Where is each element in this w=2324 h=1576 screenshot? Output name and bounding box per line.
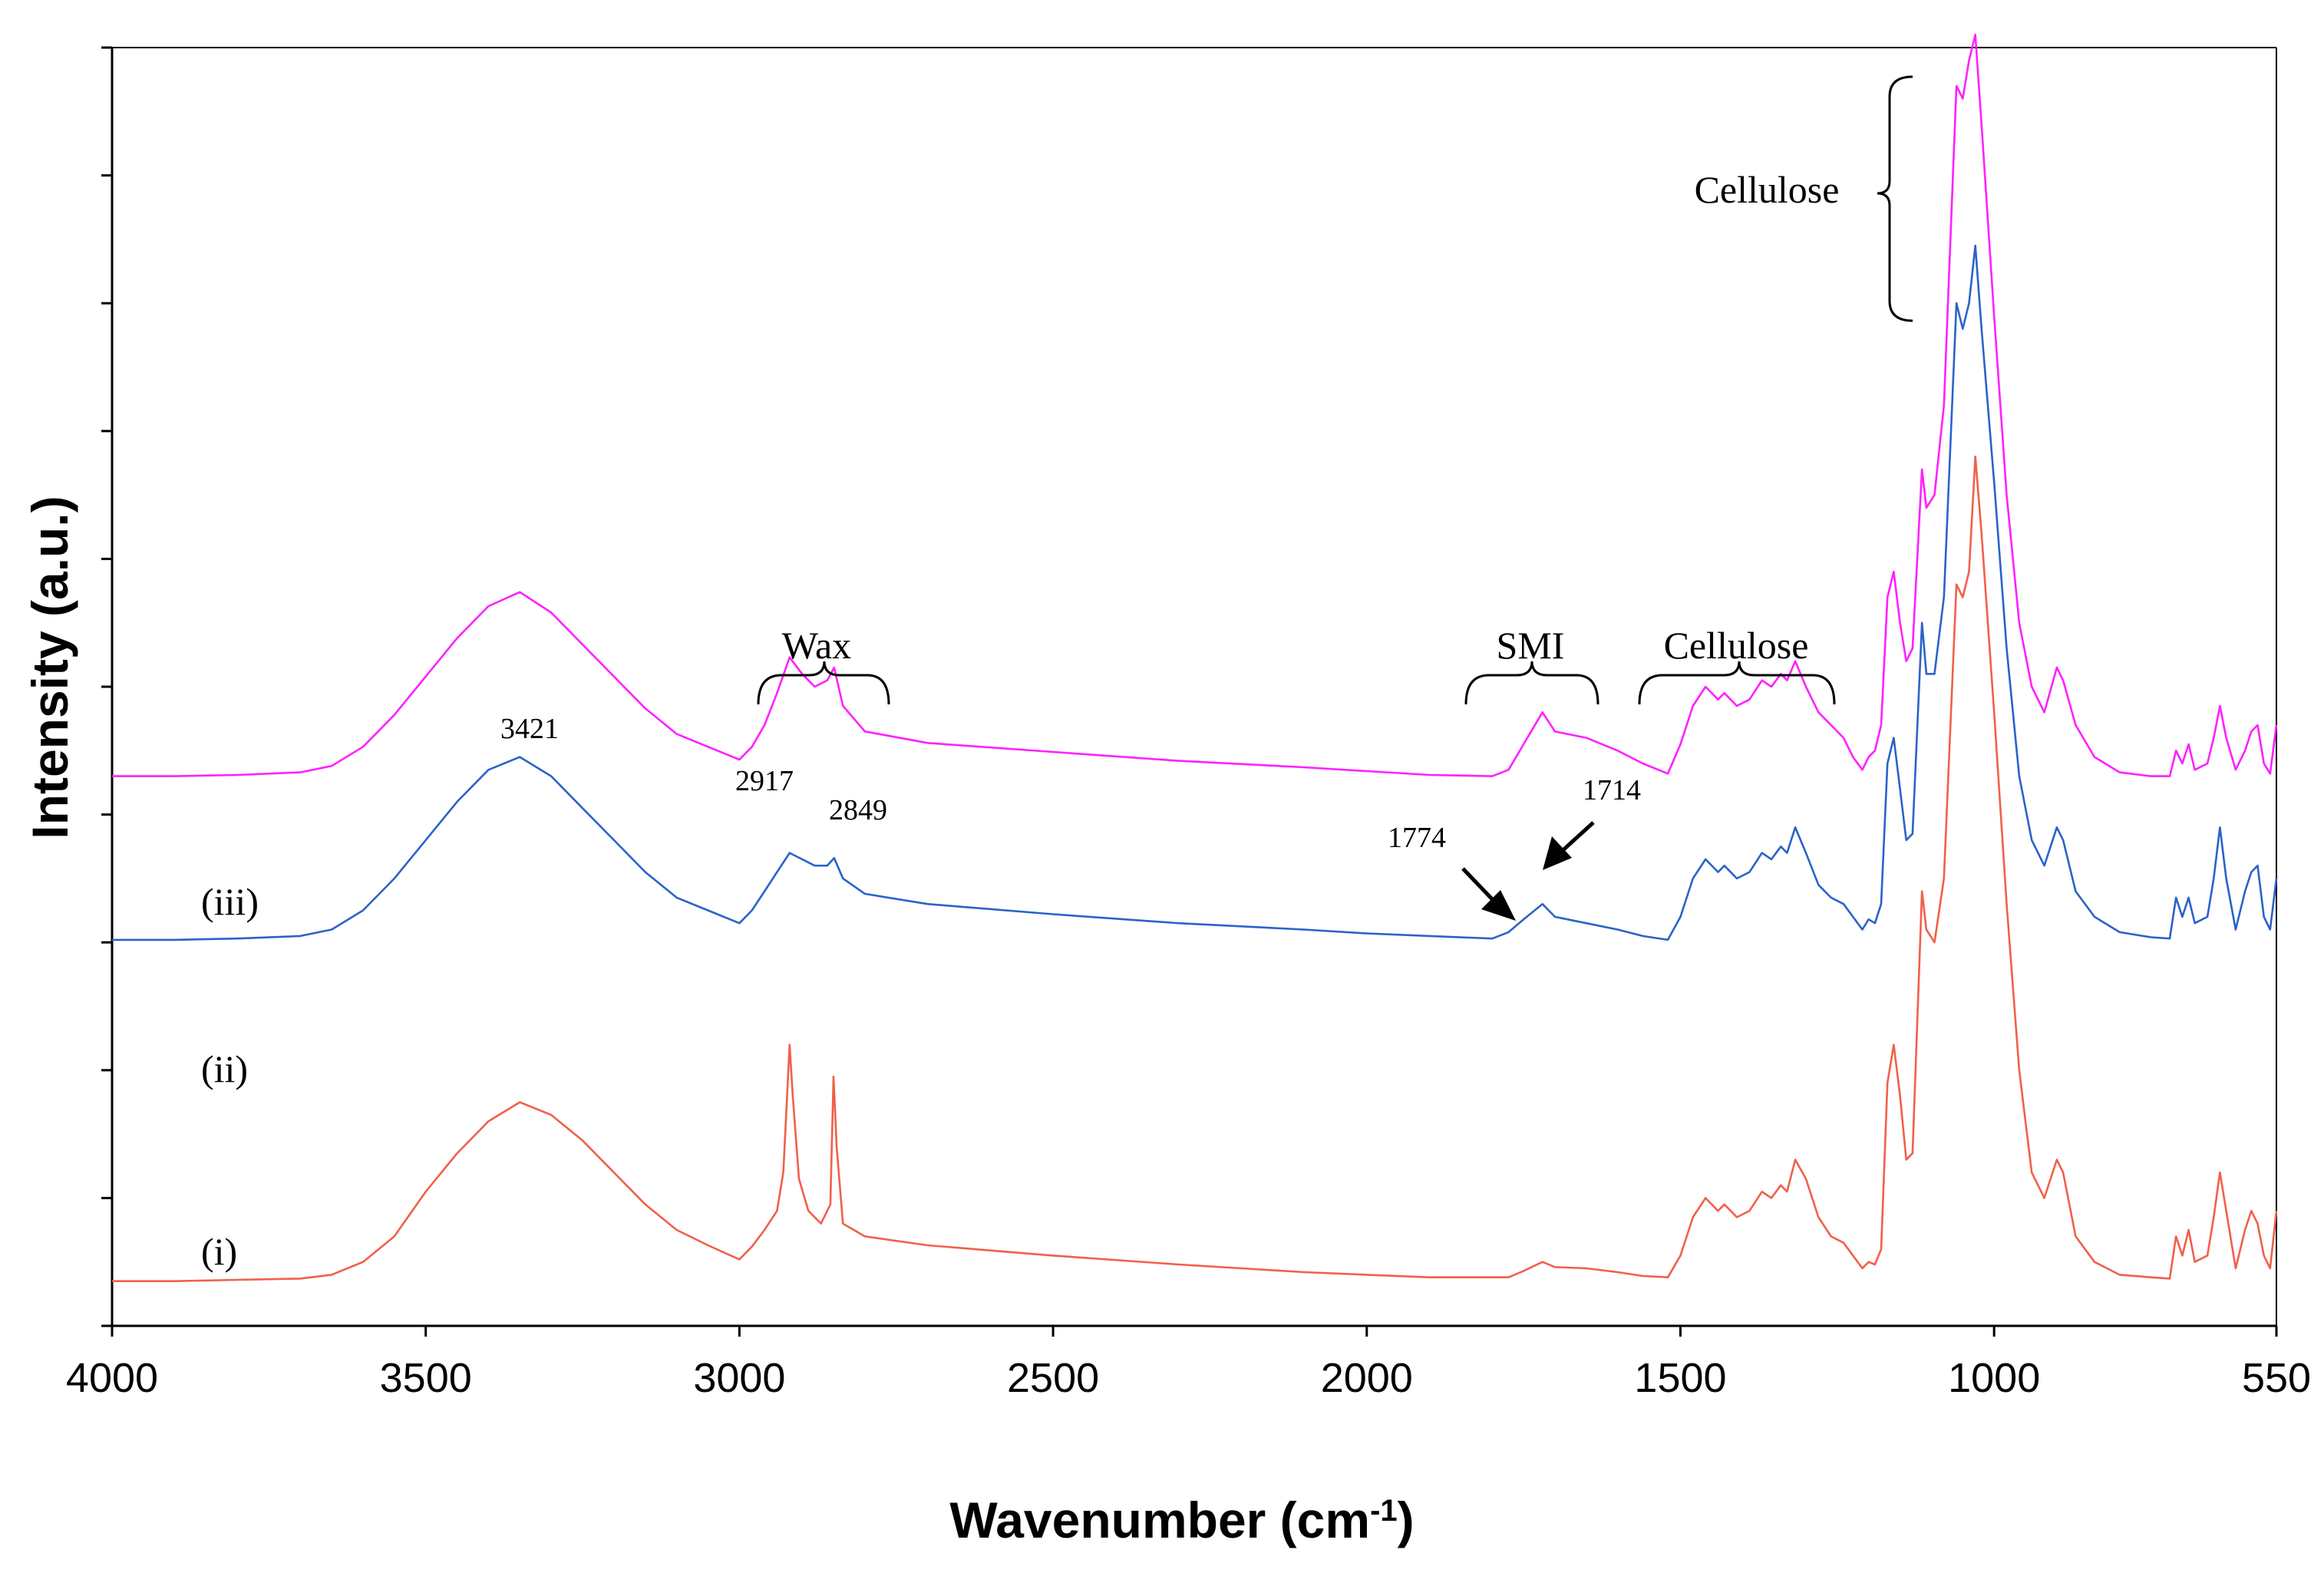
bracket-wax: [757, 661, 890, 705]
arrow-1774: [1461, 867, 1516, 921]
bracket-cellulose-mid: [1638, 661, 1836, 705]
x-tick-label: 2500: [1007, 1355, 1099, 1401]
x-tick-label: 550: [2242, 1355, 2311, 1401]
series-label-i: (i): [201, 1230, 237, 1273]
x-tick-label: 3000: [693, 1355, 785, 1401]
x-tick-label: 4000: [66, 1355, 158, 1401]
series-label-iii: (iii): [201, 880, 259, 923]
bracket-label-smi: SMI: [1497, 624, 1565, 667]
y-axis-ticks: [101, 46, 112, 1327]
bracket-label-cellulose-mid: Cellulose: [1664, 624, 1809, 667]
series-line-iii: [112, 34, 2278, 777]
bracket-smi: [1464, 661, 1599, 705]
x-axis-title: Wavenumber (cm-1): [949, 1492, 1414, 1548]
x-tick-label: 3500: [380, 1355, 472, 1401]
peak-label-1714: 1714: [1583, 774, 1641, 806]
series-line-i: [112, 455, 2278, 1282]
x-tick-label: 1500: [1634, 1355, 1726, 1401]
peak-label-2917: 2917: [735, 765, 794, 797]
x-axis-ticks: 4000 3500 3000 2500 2000 1500 1000 550: [66, 1326, 2311, 1401]
peak-label-2849: 2849: [829, 794, 887, 826]
bracket-label-cellulose-top: Cellulose: [1695, 168, 1840, 211]
y-axis-title: Intensity (a.u.): [21, 496, 78, 839]
bracket-cellulose-top: [1877, 75, 1913, 322]
x-tick-label: 1000: [1948, 1355, 2040, 1401]
arrow-1714: [1543, 821, 1595, 870]
peak-label-1774: 1774: [1388, 822, 1446, 854]
series-lines: [112, 34, 2278, 1282]
series-label-ii: (ii): [201, 1047, 248, 1090]
series-line-ii: [112, 244, 2278, 941]
bracket-label-wax: Wax: [782, 624, 851, 667]
peak-label-3421: 3421: [500, 713, 559, 745]
x-tick-label: 2000: [1321, 1355, 1413, 1401]
